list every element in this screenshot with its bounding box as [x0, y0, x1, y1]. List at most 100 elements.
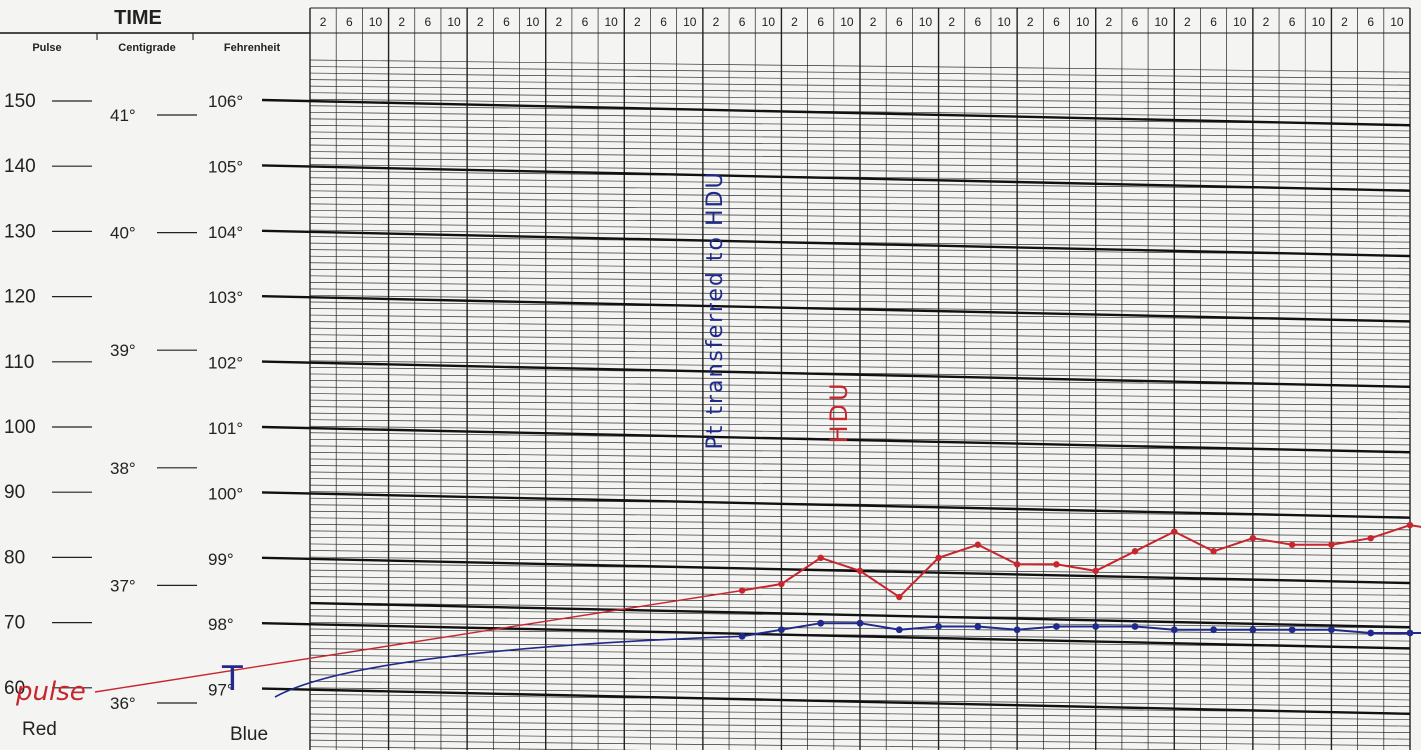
time-tick-label: 6	[739, 15, 746, 29]
time-tick-label: 10	[919, 15, 933, 29]
time-tick-label: 6	[582, 15, 589, 29]
pulse-scale-label: 90	[4, 482, 25, 503]
time-tick-label: 10	[526, 15, 540, 29]
transfer-note: Pt transferred to HDU	[703, 170, 728, 449]
pulse-point	[1171, 528, 1178, 535]
pulse-scale-label: 70	[4, 613, 25, 634]
temperature-point	[1406, 629, 1414, 637]
fahrenheit-scale-label: 103°	[208, 288, 243, 307]
time-tick-label: 2	[634, 15, 641, 29]
time-tick-label: 6	[1132, 15, 1139, 29]
major-grid-line	[261, 556, 1411, 585]
pulse-point	[935, 554, 942, 561]
time-tick-label: 6	[425, 15, 432, 29]
pulse-scale-label: 110	[4, 352, 34, 373]
centigrade-scale-label: 39°	[110, 341, 136, 360]
temperature-point	[1170, 626, 1178, 634]
time-tick-label: 10	[447, 15, 461, 29]
pulse-point	[896, 593, 903, 601]
centigrade-scale-label: 38°	[110, 459, 136, 478]
pulse-point	[856, 567, 864, 575]
time-tick-label: 6	[1053, 15, 1060, 29]
legend-red-handwritten: pulse	[15, 677, 86, 707]
time-header: TIME	[114, 7, 162, 29]
scale-labels: 150 140 130 120 110 100 90 80 70 60 41° 40° 39° 38° 37…	[4, 91, 243, 713]
pulse-point	[817, 554, 824, 561]
fahrenheit-scale-label: 105°	[208, 157, 243, 176]
time-tick-label: 10	[762, 15, 776, 29]
fahrenheit-scale-label: 100°	[208, 484, 243, 503]
pulse-column-header: Pulse	[32, 42, 61, 54]
time-tick-label: 6	[660, 15, 667, 29]
major-grid-line	[261, 687, 1411, 716]
time-tick-label: 2	[1184, 15, 1191, 29]
pulse-point	[1210, 548, 1217, 555]
temperature-point	[935, 623, 942, 630]
time-tick-label: 6	[975, 15, 982, 29]
temperature-point	[974, 623, 982, 630]
pulse-point	[738, 587, 746, 594]
pulse-point	[1013, 561, 1021, 568]
temperature-point	[778, 626, 785, 634]
temperature-leader-line	[274, 635, 743, 698]
pulse-point	[974, 541, 982, 548]
time-tick-label: 6	[896, 15, 903, 29]
major-grid-line	[261, 295, 1411, 323]
time-tick-label: 10	[369, 15, 383, 29]
fahrenheit-scale-label: 106°	[208, 92, 243, 111]
time-tick-label: 6	[346, 15, 353, 29]
fahrenheit-scale-label: 101°	[208, 419, 243, 438]
pulse-point	[1328, 541, 1335, 548]
time-tick-label: 2	[555, 15, 562, 29]
centigrade-scale-label: 37°	[110, 576, 136, 595]
time-tick-label: 2	[713, 15, 720, 29]
major-grid-line	[261, 491, 1411, 519]
temperature-series-line	[741, 622, 1421, 638]
fahrenheit-column-header: Fehrenheit	[224, 42, 281, 54]
pulse-point	[778, 580, 785, 588]
major-grid-line	[261, 229, 1411, 258]
major-grid-line	[261, 164, 1411, 192]
pulse-point	[1249, 534, 1257, 542]
centigrade-scale-label: 40°	[110, 224, 136, 243]
time-tick-label: 10	[840, 15, 854, 29]
temperature-point	[1053, 623, 1060, 630]
pulse-scale-label: 120	[4, 287, 36, 308]
time-tick-label: 6	[1289, 15, 1296, 29]
time-tick-label: 10	[1076, 15, 1090, 29]
time-tick-label: 2	[398, 15, 405, 29]
major-grid-line	[261, 425, 1411, 454]
pulse-point	[1131, 548, 1139, 555]
time-tick-label: 2	[791, 15, 798, 29]
time-tick-label: 10	[605, 15, 619, 29]
time-tick-label: 10	[683, 15, 697, 29]
major-grid-line	[261, 360, 1411, 389]
temperature-point	[1367, 629, 1375, 637]
fahrenheit-scale-label: 104°	[208, 223, 243, 242]
time-tick-label: 6	[1367, 15, 1374, 29]
time-tick-label: 10	[1390, 15, 1404, 29]
major-grid-line	[261, 622, 1411, 650]
temperature-point	[1210, 626, 1217, 634]
time-tick-label: 2	[477, 15, 484, 29]
time-tick-label: 10	[1233, 15, 1247, 29]
centigrade-scale-label: 41°	[110, 106, 136, 125]
normal-temperature-line	[309, 601, 1411, 629]
time-tick-label: 2	[1105, 15, 1112, 29]
temperature-point	[1131, 623, 1139, 630]
time-tick-label: 6	[503, 15, 510, 29]
fahrenheit-scale-label: 97°	[208, 681, 234, 700]
time-tick-label: 6	[817, 15, 824, 29]
time-tick-label: 2	[1341, 15, 1348, 29]
pulse-series-line	[741, 524, 1421, 599]
fahrenheit-scale-label: 102°	[208, 354, 243, 373]
temperature-point	[856, 619, 864, 627]
time-tick-labels: 2 6 10 2 6 10 2 6 10 2 6 10 2 6 10 2 6 10 2 6 10 2 6 10 2 6 10 2 6 10…	[320, 15, 1404, 29]
centigrade-column-header: Centigrade	[118, 42, 175, 54]
temperature-point	[738, 632, 746, 640]
time-tick-label: 10	[997, 15, 1011, 29]
legend-blue-handwritten: T	[221, 659, 243, 699]
pulse-scale-label: 150	[4, 91, 36, 112]
pulse-scale-label: 100	[4, 417, 36, 438]
fahrenheit-scale-label: 99°	[208, 550, 234, 569]
